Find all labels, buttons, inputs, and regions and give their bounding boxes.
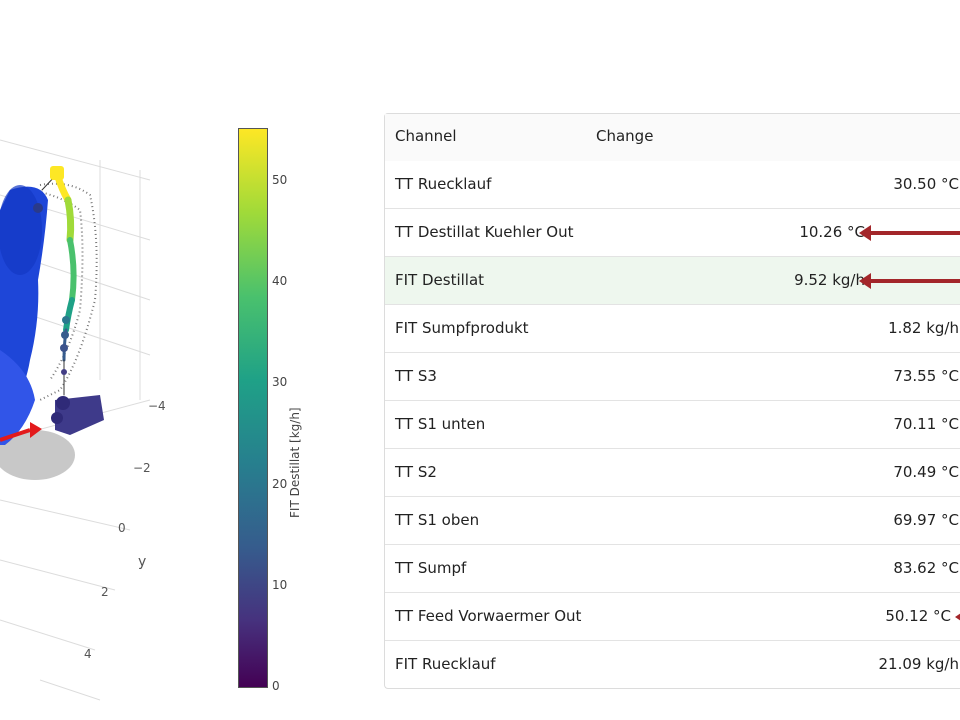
channel-name: FIT Sumpfprodukt [395,319,529,337]
channel-value: 50.12 °C [885,607,951,625]
colorbar-tick: 10 [272,578,288,592]
y-axis-ticks: −4 −2 0 2 4 y [84,399,166,661]
y-tick-2: 2 [101,585,109,599]
channel-name: TT S1 unten [395,415,486,433]
change-arrow-shaft [869,279,960,283]
3d-scatter-plot[interactable]: −4 −2 0 2 4 y [0,100,230,710]
table-row[interactable]: FIT Sumpfprodukt 1.82 kg/h [385,304,960,352]
channel-name: TT S1 oben [395,511,480,529]
y-tick-4: 4 [84,647,92,661]
channel-value: 1.82 kg/h [888,319,959,337]
y-tick-neg2: −2 [133,461,151,475]
channel-name: TT S3 [395,367,437,385]
channel-name: TT S2 [395,463,437,481]
change-arrow-left-icon [859,273,871,289]
point-cloud-grey [0,182,98,480]
table-row[interactable]: TT S3 73.55 °C [385,352,960,400]
colorbar-tick: 0 [272,679,280,693]
channel-table: Channel Change TT Ruecklauf 30.50 °C TT De… [384,113,960,689]
header-change[interactable]: Change [596,127,654,145]
colorbar-tick: 40 [272,274,288,288]
channel-value: 30.50 °C [893,175,959,193]
table-row[interactable]: TT S2 70.49 °C [385,448,960,496]
channel-value: 83.62 °C [893,559,959,577]
channel-name: FIT Ruecklauf [395,655,496,673]
trajectory-markers [33,166,70,375]
header-channel[interactable]: Channel [395,127,457,145]
channel-value: 73.55 °C [893,367,959,385]
table-row[interactable]: TT Feed Vorwaermer Out 50.12 °C [385,592,960,640]
current-position-arrow [0,422,42,442]
table-row[interactable]: TT Ruecklauf 30.50 °C [385,161,960,208]
table-row[interactable]: TT Destillat Kuehler Out 10.26 °C [385,208,960,256]
channel-value: 69.97 °C [893,511,959,529]
y-tick-neg4: −4 [148,399,166,413]
point-cluster-purple [51,395,104,435]
colorbar: 50 40 30 20 10 0 FIT Destillat [kg/h] [236,128,316,693]
y-axis-label: y [138,554,146,570]
point-cloud-blue [0,185,48,445]
table-row[interactable]: TT S1 unten 70.11 °C [385,400,960,448]
colorbar-gradient [238,128,268,688]
change-arrow-left-icon [955,609,960,625]
y-tick-0: 0 [118,521,126,535]
channel-value: 70.49 °C [893,463,959,481]
colorbar-tick: 50 [272,173,288,187]
change-arrow-shaft [869,231,960,235]
table-header: Channel Change [385,114,960,161]
colorbar-title: FIT Destillat [kg/h] [288,407,302,518]
colorbar-tick: 20 [272,477,288,491]
table-row[interactable]: FIT Destillat 9.52 kg/h [385,256,960,304]
channel-name: FIT Destillat [395,271,485,289]
channel-name: TT Sumpf [395,559,467,577]
table-row[interactable]: TT S1 oben 69.97 °C [385,496,960,544]
channel-name: TT Destillat Kuehler Out [395,223,574,241]
colorbar-tick: 30 [272,375,288,389]
channel-value: 21.09 kg/h [878,655,959,673]
change-arrow-left-icon [859,225,871,241]
channel-name: TT Ruecklauf [395,175,492,193]
table-row[interactable]: TT Sumpf 83.62 °C [385,544,960,592]
channel-value: 70.11 °C [893,415,959,433]
channel-value: 9.52 kg/h [794,271,865,289]
channel-value: 10.26 °C [799,223,865,241]
channel-name: TT Feed Vorwaermer Out [395,607,582,625]
table-row[interactable]: FIT Ruecklauf 21.09 kg/h [385,640,960,688]
